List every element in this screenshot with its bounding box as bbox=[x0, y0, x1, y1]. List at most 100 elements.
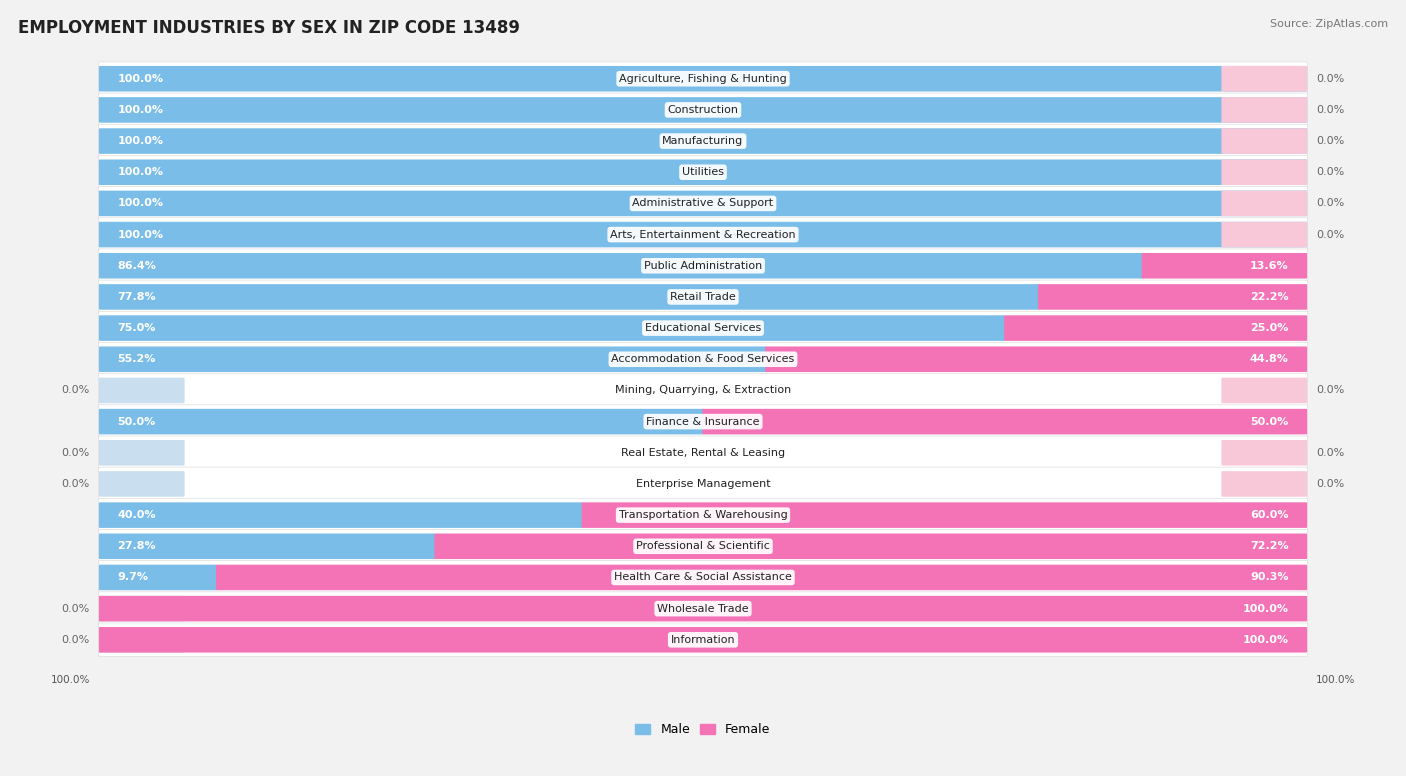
Text: 0.0%: 0.0% bbox=[1316, 230, 1344, 240]
FancyBboxPatch shape bbox=[98, 405, 1308, 438]
Text: Wholesale Trade: Wholesale Trade bbox=[657, 604, 749, 614]
Text: 0.0%: 0.0% bbox=[1316, 386, 1344, 396]
Text: 100.0%: 100.0% bbox=[51, 675, 90, 685]
Text: 90.3%: 90.3% bbox=[1250, 573, 1288, 583]
Text: 100.0%: 100.0% bbox=[118, 230, 163, 240]
FancyBboxPatch shape bbox=[98, 347, 766, 372]
FancyBboxPatch shape bbox=[1222, 159, 1308, 185]
Text: 9.7%: 9.7% bbox=[118, 573, 149, 583]
Text: 0.0%: 0.0% bbox=[1316, 136, 1344, 146]
FancyBboxPatch shape bbox=[1142, 253, 1308, 279]
FancyBboxPatch shape bbox=[98, 342, 1308, 376]
Text: 44.8%: 44.8% bbox=[1250, 355, 1288, 364]
Text: Source: ZipAtlas.com: Source: ZipAtlas.com bbox=[1270, 19, 1388, 29]
FancyBboxPatch shape bbox=[98, 62, 1308, 95]
Text: Finance & Insurance: Finance & Insurance bbox=[647, 417, 759, 427]
FancyBboxPatch shape bbox=[98, 627, 1308, 653]
FancyBboxPatch shape bbox=[98, 560, 1308, 594]
FancyBboxPatch shape bbox=[98, 436, 1308, 469]
Text: Health Care & Social Assistance: Health Care & Social Assistance bbox=[614, 573, 792, 583]
FancyBboxPatch shape bbox=[217, 565, 1308, 591]
FancyBboxPatch shape bbox=[1222, 378, 1308, 404]
FancyBboxPatch shape bbox=[98, 93, 1308, 126]
Text: 100.0%: 100.0% bbox=[1316, 675, 1355, 685]
FancyBboxPatch shape bbox=[98, 440, 184, 466]
Text: Public Administration: Public Administration bbox=[644, 261, 762, 271]
Text: 25.0%: 25.0% bbox=[1250, 323, 1288, 333]
FancyBboxPatch shape bbox=[98, 191, 1308, 217]
FancyBboxPatch shape bbox=[98, 471, 184, 497]
FancyBboxPatch shape bbox=[98, 97, 1308, 123]
FancyBboxPatch shape bbox=[98, 186, 1308, 220]
Text: Administrative & Support: Administrative & Support bbox=[633, 199, 773, 209]
Text: 55.2%: 55.2% bbox=[118, 355, 156, 364]
FancyBboxPatch shape bbox=[98, 529, 1308, 563]
FancyBboxPatch shape bbox=[1222, 97, 1308, 123]
Text: 0.0%: 0.0% bbox=[1316, 479, 1344, 489]
Text: Information: Information bbox=[671, 635, 735, 645]
Text: 0.0%: 0.0% bbox=[1316, 448, 1344, 458]
Text: 60.0%: 60.0% bbox=[1250, 510, 1288, 520]
Text: 77.8%: 77.8% bbox=[118, 292, 156, 302]
Text: Transportation & Warehousing: Transportation & Warehousing bbox=[619, 510, 787, 520]
FancyBboxPatch shape bbox=[1222, 440, 1308, 466]
FancyBboxPatch shape bbox=[98, 498, 1308, 532]
Text: 22.2%: 22.2% bbox=[1250, 292, 1288, 302]
Text: Manufacturing: Manufacturing bbox=[662, 136, 744, 146]
Text: 100.0%: 100.0% bbox=[118, 136, 163, 146]
FancyBboxPatch shape bbox=[98, 565, 217, 591]
FancyBboxPatch shape bbox=[98, 592, 1308, 625]
FancyBboxPatch shape bbox=[98, 596, 184, 622]
FancyBboxPatch shape bbox=[1222, 222, 1308, 248]
Text: 0.0%: 0.0% bbox=[1316, 105, 1344, 115]
FancyBboxPatch shape bbox=[98, 66, 1308, 92]
FancyBboxPatch shape bbox=[1222, 471, 1308, 497]
FancyBboxPatch shape bbox=[1222, 191, 1308, 217]
Text: Educational Services: Educational Services bbox=[645, 323, 761, 333]
Text: Agriculture, Fishing & Hunting: Agriculture, Fishing & Hunting bbox=[619, 74, 787, 84]
FancyBboxPatch shape bbox=[98, 378, 184, 404]
Text: 100.0%: 100.0% bbox=[1243, 604, 1288, 614]
Text: 40.0%: 40.0% bbox=[118, 510, 156, 520]
FancyBboxPatch shape bbox=[98, 596, 1308, 622]
Text: 0.0%: 0.0% bbox=[62, 635, 90, 645]
FancyBboxPatch shape bbox=[98, 311, 1308, 345]
Text: Real Estate, Rental & Leasing: Real Estate, Rental & Leasing bbox=[621, 448, 785, 458]
Text: 100.0%: 100.0% bbox=[118, 168, 163, 177]
FancyBboxPatch shape bbox=[98, 373, 1308, 407]
Text: 13.6%: 13.6% bbox=[1250, 261, 1288, 271]
Text: Accommodation & Food Services: Accommodation & Food Services bbox=[612, 355, 794, 364]
FancyBboxPatch shape bbox=[98, 159, 1308, 185]
FancyBboxPatch shape bbox=[98, 218, 1308, 251]
Text: 100.0%: 100.0% bbox=[118, 199, 163, 209]
Text: Enterprise Management: Enterprise Management bbox=[636, 479, 770, 489]
FancyBboxPatch shape bbox=[98, 284, 1039, 310]
Text: Professional & Scientific: Professional & Scientific bbox=[636, 542, 770, 551]
Text: 100.0%: 100.0% bbox=[1243, 635, 1288, 645]
FancyBboxPatch shape bbox=[703, 409, 1308, 435]
Text: Retail Trade: Retail Trade bbox=[671, 292, 735, 302]
FancyBboxPatch shape bbox=[98, 502, 583, 528]
Text: 0.0%: 0.0% bbox=[62, 448, 90, 458]
FancyBboxPatch shape bbox=[98, 315, 1005, 341]
Text: 0.0%: 0.0% bbox=[1316, 168, 1344, 177]
Text: 75.0%: 75.0% bbox=[118, 323, 156, 333]
Text: Arts, Entertainment & Recreation: Arts, Entertainment & Recreation bbox=[610, 230, 796, 240]
FancyBboxPatch shape bbox=[1222, 66, 1308, 92]
Text: 100.0%: 100.0% bbox=[118, 105, 163, 115]
FancyBboxPatch shape bbox=[98, 253, 1143, 279]
Text: 72.2%: 72.2% bbox=[1250, 542, 1288, 551]
FancyBboxPatch shape bbox=[98, 222, 1308, 248]
FancyBboxPatch shape bbox=[98, 467, 1308, 501]
Text: 0.0%: 0.0% bbox=[1316, 199, 1344, 209]
Text: 50.0%: 50.0% bbox=[118, 417, 156, 427]
FancyBboxPatch shape bbox=[434, 534, 1308, 559]
Text: 0.0%: 0.0% bbox=[62, 604, 90, 614]
Text: EMPLOYMENT INDUSTRIES BY SEX IN ZIP CODE 13489: EMPLOYMENT INDUSTRIES BY SEX IN ZIP CODE… bbox=[18, 19, 520, 37]
FancyBboxPatch shape bbox=[1222, 128, 1308, 154]
FancyBboxPatch shape bbox=[765, 347, 1308, 372]
Legend: Male, Female: Male, Female bbox=[630, 719, 776, 741]
Text: 0.0%: 0.0% bbox=[62, 386, 90, 396]
Text: 27.8%: 27.8% bbox=[118, 542, 156, 551]
Text: Construction: Construction bbox=[668, 105, 738, 115]
